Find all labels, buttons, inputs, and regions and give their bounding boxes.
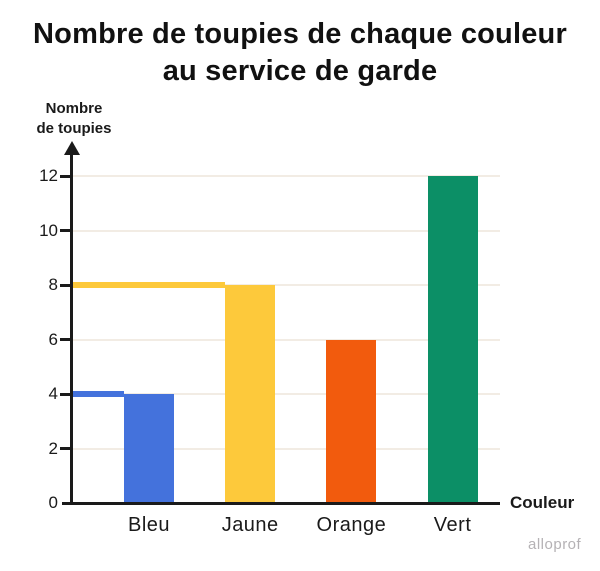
category-label-orange: Orange (316, 514, 387, 536)
gridline (72, 284, 500, 286)
gridline (72, 338, 500, 341)
x-axis-title: Couleur (510, 493, 575, 512)
category-label-vert: Vert (433, 514, 472, 536)
bar-jaune (225, 285, 276, 503)
gridline (72, 393, 500, 395)
y-tick-mark (60, 174, 70, 178)
bar-orange (326, 339, 377, 503)
y-axis-title: Nombre de toupies (36, 100, 112, 138)
y-tick-mark (60, 338, 70, 341)
y-tick-mark (60, 283, 70, 287)
y-tick-mark (60, 392, 70, 396)
guide-line-jaune (71, 282, 226, 288)
category-label-bleu: Bleu (127, 514, 171, 536)
y-tick-label: 8 (48, 275, 58, 294)
y-tick-label: 0 (48, 493, 58, 512)
y-tick-mark (60, 447, 70, 450)
gridline (72, 229, 500, 232)
category-label-jaune: Jaune (221, 514, 279, 536)
y-tick-mark (60, 229, 70, 232)
y-axis-line (70, 152, 73, 505)
guide-line-bleu (71, 391, 124, 397)
bar-vert (427, 176, 478, 503)
y-tick-label: 4 (48, 384, 58, 403)
x-axis-line (62, 501, 500, 505)
y-tick-label: 2 (48, 438, 58, 458)
bar-bleu (124, 394, 174, 503)
y-tick-label: 6 (48, 329, 58, 349)
alloprof-watermark: alloprof (528, 536, 582, 553)
gridline (72, 175, 500, 177)
y-tick-label: 12 (39, 166, 58, 185)
gridline (72, 447, 500, 450)
y-tick-label: 10 (39, 220, 58, 240)
chart-title: Nombre de toupies de chaque couleur au s… (33, 18, 567, 87)
y-axis-arrow-icon (63, 141, 80, 155)
